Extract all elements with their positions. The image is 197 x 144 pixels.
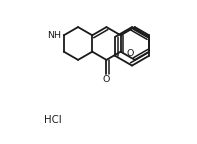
Text: HCl: HCl xyxy=(44,115,62,125)
Text: O: O xyxy=(127,49,134,58)
Text: O: O xyxy=(103,75,110,84)
Text: NH: NH xyxy=(47,31,61,40)
